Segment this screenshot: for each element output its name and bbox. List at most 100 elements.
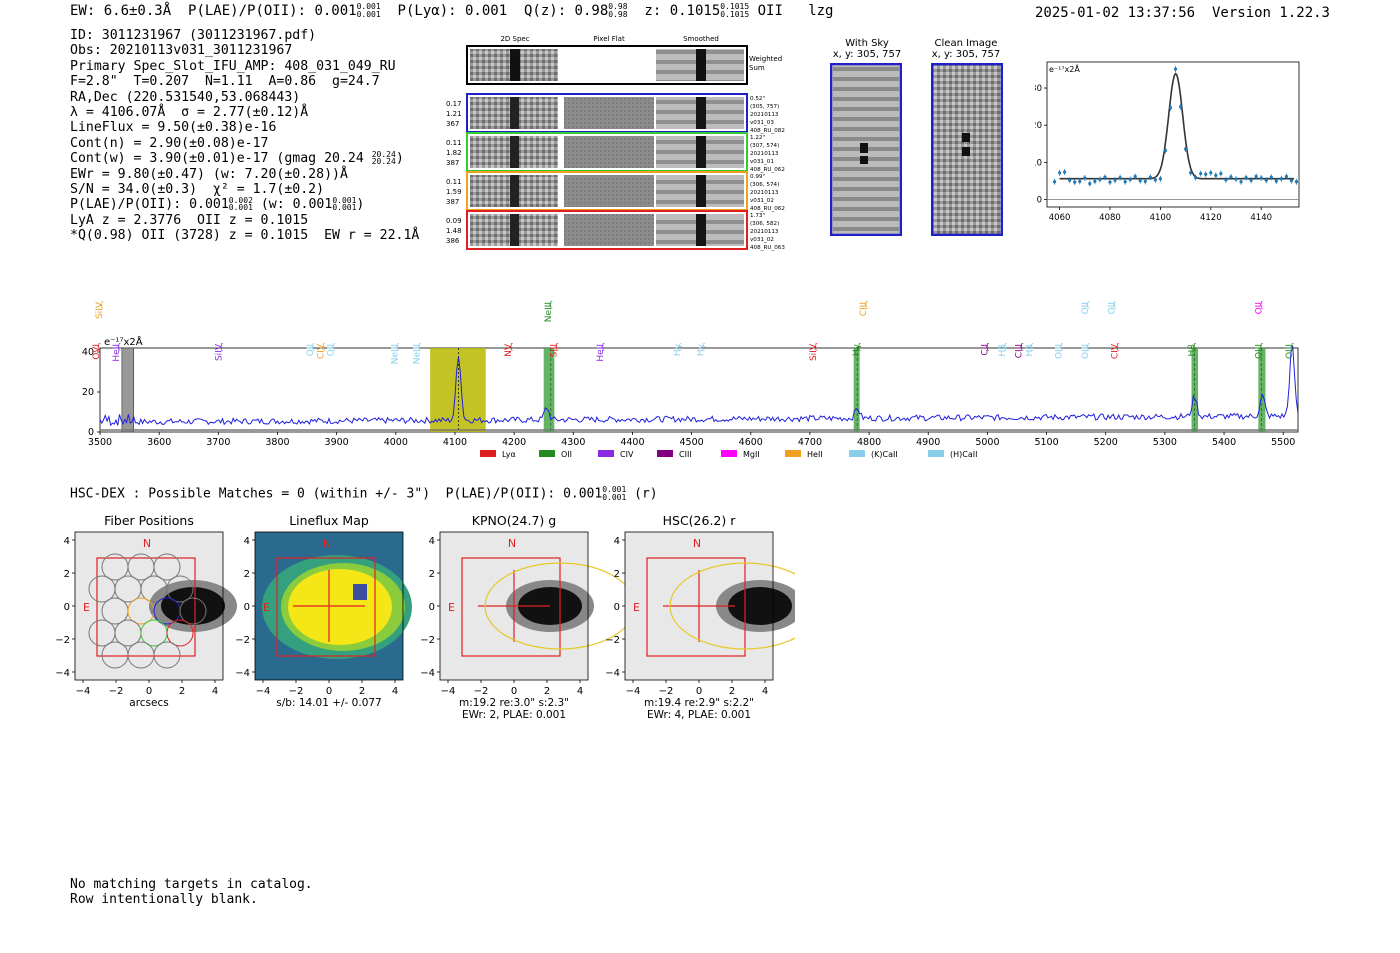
data-point bbox=[1133, 174, 1137, 179]
class-tag: lzg bbox=[808, 3, 834, 19]
line-brace: { bbox=[1259, 342, 1264, 351]
line-brace: { bbox=[1290, 342, 1295, 351]
line-brace: { bbox=[417, 342, 422, 351]
info-contn: Cont(n) = 2.90(±0.08)e-17 bbox=[70, 135, 269, 151]
data-point bbox=[1199, 171, 1203, 176]
legend-swatch bbox=[480, 450, 496, 457]
data-point bbox=[1138, 179, 1142, 183]
full-spectrum-chart: e⁻¹⁷x2Å 3500 3600 3700 3800 3900 4000 4100 4200 4… bbox=[82, 300, 1299, 459]
line-brace: { bbox=[548, 300, 553, 309]
legend-swatch bbox=[849, 450, 865, 457]
data-point bbox=[1098, 177, 1102, 182]
line-label: OII bbox=[1254, 302, 1264, 314]
data-point bbox=[1173, 67, 1178, 71]
spectrum-xtick: 4900 bbox=[916, 437, 940, 448]
clean-image-title: Clean Image x, y: 305, 757 bbox=[931, 38, 1001, 60]
line-label: CIII bbox=[859, 302, 869, 316]
data-point bbox=[1073, 180, 1077, 184]
line-label: HeII bbox=[112, 344, 122, 362]
spectrum-line bbox=[99, 345, 1299, 427]
spectrum-xtick: 3600 bbox=[147, 437, 171, 448]
panel-xtick: −4 bbox=[76, 686, 91, 697]
spectrum-ytick: 0 bbox=[88, 427, 94, 438]
line-label: Hγ bbox=[673, 343, 683, 356]
info-radec: RA,Dec (220.531540,53.068443) bbox=[70, 89, 301, 105]
fiber-circle bbox=[179, 597, 207, 625]
zoom-xtick: 4120 bbox=[1200, 213, 1222, 223]
cutout-meta: 1.22" bbox=[750, 135, 765, 141]
info-lineflux: LineFlux = 9.50(±0.38)e-16 bbox=[70, 120, 277, 136]
spectrum-units: e⁻¹⁷x2Å bbox=[104, 335, 143, 348]
spectrum-xtick: 4200 bbox=[502, 437, 526, 448]
cutout-meta: (305, 757) bbox=[750, 104, 779, 110]
legend-label: (H)CaII bbox=[950, 450, 977, 459]
cutout-row: 0.11 1.82 387 1.22" (307, 574) 20210113 v031_0… bbox=[446, 132, 785, 173]
aperture-box bbox=[461, 557, 561, 657]
line-label: OIII bbox=[1285, 344, 1295, 359]
spectrum-xtick: 5300 bbox=[1153, 437, 1177, 448]
panel-xtick: 0 bbox=[326, 686, 332, 697]
data-point bbox=[1254, 174, 1258, 179]
panel-xtick: 2 bbox=[729, 686, 735, 697]
east-label: E bbox=[633, 601, 640, 614]
line-brace: { bbox=[600, 342, 605, 351]
line-label: OIII bbox=[1081, 344, 1091, 359]
cutout-meta: (306, 582) bbox=[750, 221, 779, 227]
line-label: SiIV bbox=[809, 343, 819, 361]
panel-ytick: −2 bbox=[605, 635, 620, 646]
line-brace: { bbox=[509, 342, 514, 351]
line-brace: { bbox=[1085, 342, 1090, 351]
line-brace: { bbox=[554, 342, 559, 351]
data-point bbox=[1103, 175, 1107, 179]
data-point bbox=[1269, 175, 1273, 179]
spectrum-xtick: 4300 bbox=[561, 437, 585, 448]
panel-xtick: 4 bbox=[577, 686, 583, 697]
panel-title: Lineflux Map bbox=[289, 513, 369, 528]
cutout-weight-1: 0.11 bbox=[446, 139, 462, 147]
east-label: E bbox=[83, 601, 90, 614]
z-value: z: 0.1015 bbox=[644, 3, 721, 19]
panel-xlabel: m:19.2 re:3.0" s:2.3" bbox=[459, 697, 569, 709]
cutout-row: 0.09 1.48 386 1.73" (306, 582) 20210113 v031_0… bbox=[446, 210, 785, 251]
data-point bbox=[1088, 181, 1092, 186]
zoom-ytick: 30 bbox=[1035, 84, 1042, 94]
panel-ytick: 0 bbox=[64, 602, 70, 613]
legend-label: OII bbox=[561, 450, 572, 459]
line-label: SiIV bbox=[214, 343, 224, 361]
image-panel: Fiber Positions N E −4 −4 −2 −2 0 0 2 2 4 4 arcsecs bbox=[55, 513, 237, 709]
line-brace: { bbox=[1115, 342, 1120, 351]
panel-xlabel: arcsecs bbox=[129, 697, 168, 709]
panel-xtick: 2 bbox=[359, 686, 365, 697]
cutout-meta: v031_01 bbox=[750, 159, 774, 165]
data-point bbox=[1083, 176, 1087, 180]
timestamp: 2025-01-02 13:37:56 bbox=[1034, 5, 1196, 21]
zoom-xtick: 4060 bbox=[1049, 213, 1071, 223]
footer-line2: Row intentionally blank. bbox=[70, 892, 258, 907]
data-point bbox=[1078, 179, 1082, 183]
spectrum-xtick: 4600 bbox=[739, 437, 763, 448]
data-point bbox=[1052, 180, 1057, 184]
line-label: Hγ bbox=[696, 343, 706, 356]
weighted-sum-row: Weighted Sum bbox=[466, 45, 782, 85]
col-pixel-flat: Pixel Flat bbox=[593, 35, 625, 43]
panel-ytick: 4 bbox=[614, 536, 620, 547]
panel-xtick: −4 bbox=[626, 686, 641, 697]
info-contw: Cont(w) = 3.90(±0.01)e-17 (gmag 20.24 20… bbox=[70, 150, 404, 167]
fiber-circle bbox=[166, 619, 194, 647]
data-point bbox=[1289, 179, 1294, 183]
line-label: NeIII bbox=[544, 302, 554, 322]
line-brace: { bbox=[321, 342, 326, 351]
with-sky-title: With Sky x, y: 305, 757 bbox=[832, 38, 902, 60]
spectrum-xtick: 4500 bbox=[680, 437, 704, 448]
line-label: OIII bbox=[1254, 344, 1264, 359]
north-label: N bbox=[693, 537, 701, 550]
panel-xtick: 4 bbox=[212, 686, 218, 697]
line-label: SiII bbox=[550, 344, 560, 358]
line-label: OIII bbox=[1054, 344, 1064, 359]
qz-value: Q(z): 0.98 bbox=[523, 3, 609, 19]
aperture-box bbox=[646, 557, 746, 657]
north-label: N bbox=[323, 537, 331, 550]
panel-xtick: −2 bbox=[474, 686, 489, 697]
cutout-weight-3: 367 bbox=[446, 120, 459, 128]
legend-swatch bbox=[721, 450, 737, 457]
